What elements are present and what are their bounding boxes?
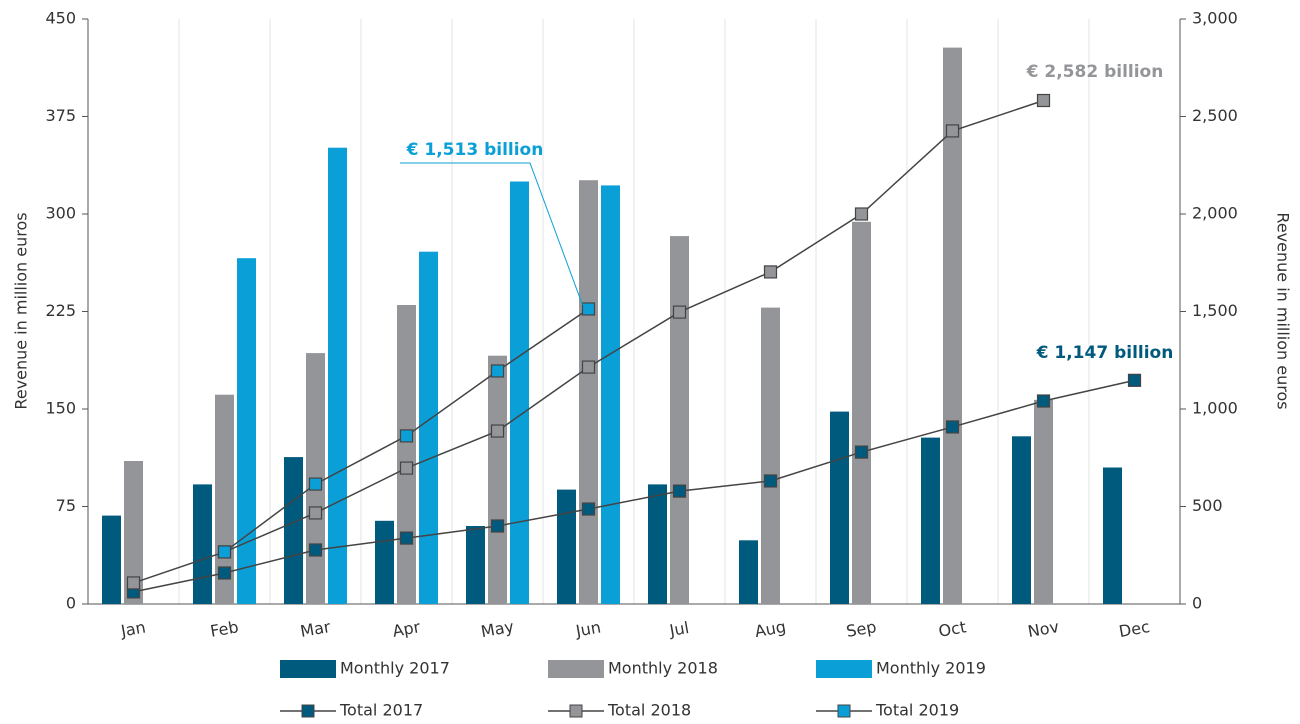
bar xyxy=(284,457,303,604)
annotation: € 1,513 billion xyxy=(406,140,544,160)
legend-swatch xyxy=(548,660,604,678)
annotation: € 2,582 billion xyxy=(1026,62,1164,82)
bar xyxy=(1012,436,1031,604)
bar xyxy=(510,181,529,604)
line-marker xyxy=(581,502,596,516)
bar xyxy=(124,461,143,604)
x-tick-label: May xyxy=(479,617,515,641)
legend-swatch xyxy=(816,660,872,678)
line-marker xyxy=(763,474,778,488)
y2ticks-label: 1,000 xyxy=(1192,399,1238,418)
line-marker xyxy=(854,445,869,459)
annotation: € 1,147 billion xyxy=(1036,343,1174,363)
bar xyxy=(193,484,212,604)
line-marker xyxy=(490,424,505,438)
y2ticks-label: 3,000 xyxy=(1192,9,1238,28)
line-marker xyxy=(217,545,232,559)
bar xyxy=(739,540,758,604)
line-marker xyxy=(672,305,687,319)
bar xyxy=(648,484,667,604)
line-marker xyxy=(490,519,505,533)
legend-swatch xyxy=(280,660,336,678)
yticks-label: 450 xyxy=(45,9,76,28)
line-marker xyxy=(399,461,414,475)
legend-label: Total 2018 xyxy=(607,701,691,720)
y2-axis-title: Revenue in million euros xyxy=(1274,212,1293,409)
line-marker xyxy=(308,506,323,520)
y2ticks-label: 2,000 xyxy=(1192,204,1238,223)
line-marker xyxy=(399,429,414,443)
line-marker xyxy=(581,302,596,316)
y2ticks-label: 0 xyxy=(1192,594,1202,613)
x-tick-label: Nov xyxy=(1026,617,1060,641)
bar xyxy=(488,355,507,604)
bar xyxy=(601,185,620,604)
x-tick-label: Feb xyxy=(209,617,240,641)
x-tick-label: Jul xyxy=(667,618,690,640)
bar xyxy=(921,437,940,604)
legend-label: Total 2017 xyxy=(339,701,423,720)
line-marker xyxy=(945,124,960,138)
bar xyxy=(328,147,347,604)
annotation-leader xyxy=(400,162,583,306)
x-tick-label: Jun xyxy=(573,617,602,640)
x-tick-label: Sep xyxy=(845,617,878,641)
legend-label: Total 2019 xyxy=(875,701,959,720)
line-marker xyxy=(399,531,414,545)
bar xyxy=(102,515,121,604)
y2ticks-label: 1,500 xyxy=(1192,301,1238,320)
x-tick-label: Oct xyxy=(937,617,968,641)
y2ticks-label: 2,500 xyxy=(1192,106,1238,125)
yticks-label: 225 xyxy=(45,301,76,320)
bar xyxy=(419,251,438,604)
x-tick-label: Jan xyxy=(119,618,148,641)
line-marker xyxy=(945,420,960,434)
x-tick-label: Dec xyxy=(1117,617,1151,641)
bar xyxy=(375,520,394,604)
x-tick-label: Mar xyxy=(299,617,332,641)
line-marker xyxy=(1127,373,1142,387)
line-marker xyxy=(126,576,141,590)
yticks-label: 375 xyxy=(45,106,76,125)
x-tick-label: Apr xyxy=(391,617,422,641)
y-axis-title: Revenue in million euros xyxy=(12,212,31,409)
line-marker xyxy=(490,364,505,378)
line-marker xyxy=(1036,394,1051,408)
line-marker xyxy=(672,484,687,498)
bar xyxy=(579,180,598,604)
bar xyxy=(557,489,576,604)
line-marker xyxy=(854,207,869,221)
y2ticks-label: 500 xyxy=(1192,496,1223,515)
bar xyxy=(1103,467,1122,604)
line-marker xyxy=(581,360,596,374)
bar xyxy=(670,236,689,604)
bar xyxy=(397,305,416,604)
line-marker xyxy=(308,543,323,557)
bar xyxy=(237,258,256,604)
legend-marker xyxy=(837,704,851,718)
line-marker xyxy=(1036,93,1051,108)
legend-label: Monthly 2019 xyxy=(876,659,986,678)
legend-label: Monthly 2018 xyxy=(608,659,718,678)
bar xyxy=(830,411,849,604)
legend-label: Monthly 2017 xyxy=(340,659,450,678)
bar xyxy=(466,526,485,604)
legend-marker xyxy=(569,704,583,718)
legend-marker xyxy=(301,704,315,718)
bar xyxy=(761,307,780,604)
bar xyxy=(852,221,871,605)
yticks-label: 0 xyxy=(66,594,76,613)
line-marker xyxy=(763,265,778,279)
yticks-label: 300 xyxy=(45,204,76,223)
bar xyxy=(1034,399,1053,604)
yticks-label: 75 xyxy=(56,496,76,515)
bar xyxy=(943,47,962,605)
x-tick-label: Aug xyxy=(753,617,787,641)
line-marker xyxy=(217,566,232,580)
line-marker xyxy=(308,477,323,491)
line xyxy=(133,379,1135,593)
yticks-label: 150 xyxy=(45,399,76,418)
